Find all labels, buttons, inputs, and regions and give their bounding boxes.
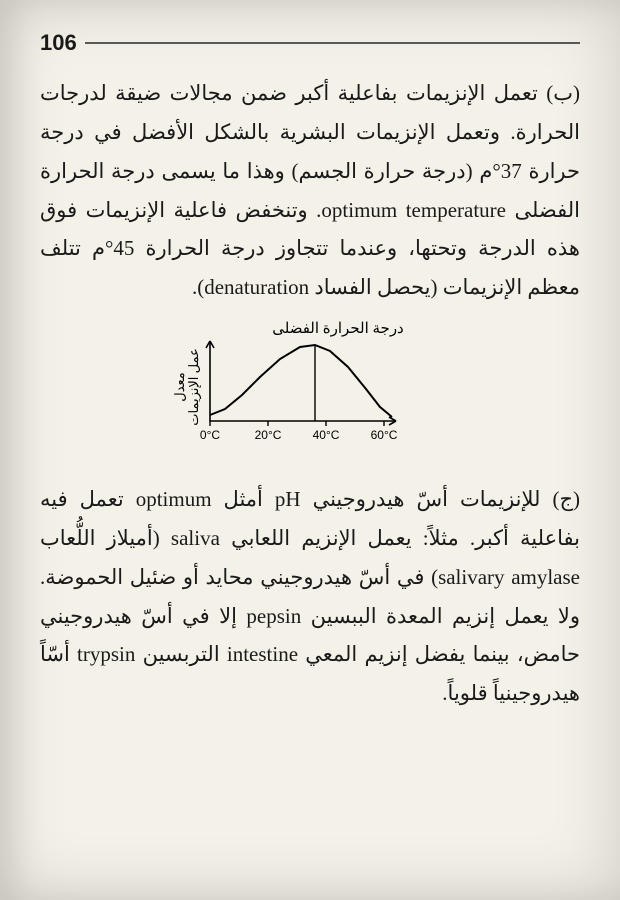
svg-text:0°C: 0°C — [200, 428, 220, 442]
page-number: 106 — [40, 30, 77, 56]
svg-text:60°C: 60°C — [371, 428, 398, 442]
svg-text:درجة الحرارة الفضلى: درجة الحرارة الفضلى — [272, 321, 404, 337]
chart-svg: درجة الحرارة الفضلى معدلعمل الإنزيمات 0°C 2… — [170, 317, 450, 457]
page: 106 (ب) تعمل الإنزيمات بفاعلية أكبر ضمن … — [0, 0, 620, 900]
paragraph-c: (ج) للإنزيمات أسّ هيدروجيني pH أمثل opti… — [40, 480, 580, 713]
enzyme-temperature-chart: درجة الحرارة الفضلى معدلعمل الإنزيمات 0°C 2… — [170, 317, 450, 462]
svg-text:20°C: 20°C — [255, 428, 282, 442]
page-header: 106 — [40, 30, 580, 56]
header-divider — [85, 42, 580, 44]
svg-text:40°C: 40°C — [313, 428, 340, 442]
svg-text:عمل الإنزيمات: عمل الإنزيمات — [186, 348, 202, 426]
paragraph-b: (ب) تعمل الإنزيمات بفاعلية أكبر ضمن مجال… — [40, 74, 580, 307]
chart-container: درجة الحرارة الفضلى معدلعمل الإنزيمات 0°C 2… — [40, 317, 580, 462]
svg-text:معدل: معدل — [172, 372, 187, 402]
